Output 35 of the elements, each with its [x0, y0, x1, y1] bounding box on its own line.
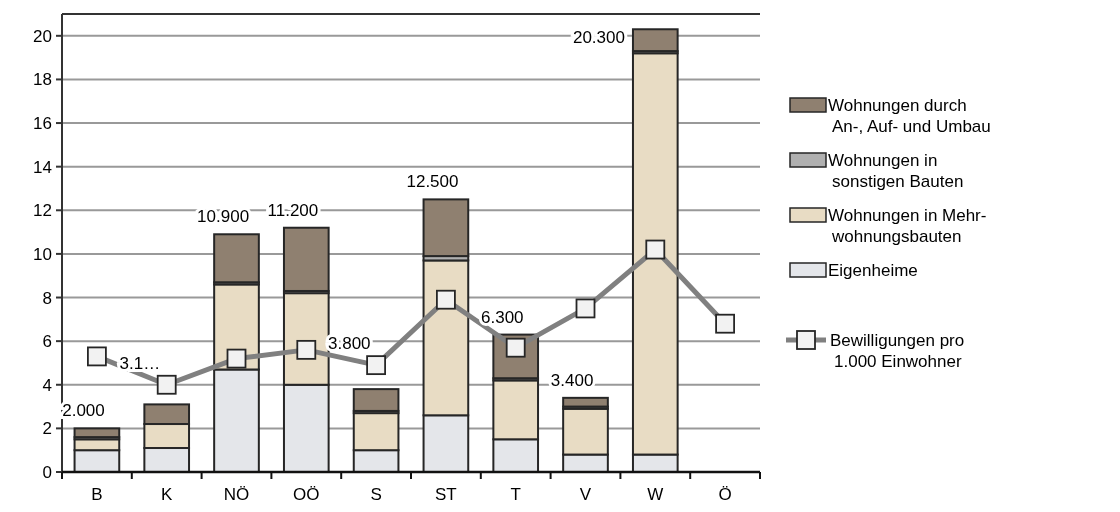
- x-tick-label: NÖ: [223, 485, 250, 504]
- total-label: 20.300: [572, 28, 625, 48]
- total-label: 3.1…: [119, 353, 161, 373]
- total-label: 2.000: [62, 401, 105, 421]
- legend-label: Bewilligungen pro 1.000 Einwohner: [830, 331, 965, 371]
- y-tick-label: 12: [33, 201, 52, 221]
- x-tick-label: S: [370, 485, 382, 504]
- y-tick-label: 20: [33, 26, 52, 46]
- y-tick-label: 10: [33, 244, 52, 264]
- total-label: 6.300: [481, 307, 524, 327]
- y-tick-label: 0: [42, 463, 52, 482]
- legend-label: Wohnungen durch An-, Auf- und Umbau: [828, 96, 991, 136]
- legend-label: Eigenheime: [828, 261, 918, 280]
- legend-label: Wohnungen in Mehr- wohnungsbauten: [828, 206, 987, 246]
- x-tick-label: Ö: [718, 485, 732, 504]
- y-tick-label: 8: [42, 288, 52, 308]
- y-tick-label: 16: [33, 114, 52, 134]
- total-label: 3.400: [550, 370, 594, 390]
- x-tick-label: B: [91, 485, 103, 504]
- y-tick-label: 6: [42, 332, 52, 352]
- x-tick-label: T: [510, 485, 521, 504]
- y-tick-label: 4: [42, 375, 52, 395]
- x-tick-label: OÖ: [293, 485, 320, 504]
- x-tick-label: ST: [435, 485, 457, 504]
- y-tick-label: 18: [33, 70, 52, 90]
- total-label: 12.500: [406, 172, 459, 192]
- y-tick-label: 2: [42, 419, 52, 439]
- x-tick-label: K: [161, 485, 174, 504]
- x-tick-label: V: [579, 485, 592, 504]
- total-label: 10.900: [197, 207, 250, 227]
- x-tick-label: W: [647, 485, 664, 504]
- total-label: 11.200: [267, 200, 319, 220]
- y-tick-label: 14: [33, 157, 52, 177]
- total-label: 3.800: [328, 334, 371, 354]
- legend-label: Wohnungen in sonstigen Bauten: [828, 151, 964, 191]
